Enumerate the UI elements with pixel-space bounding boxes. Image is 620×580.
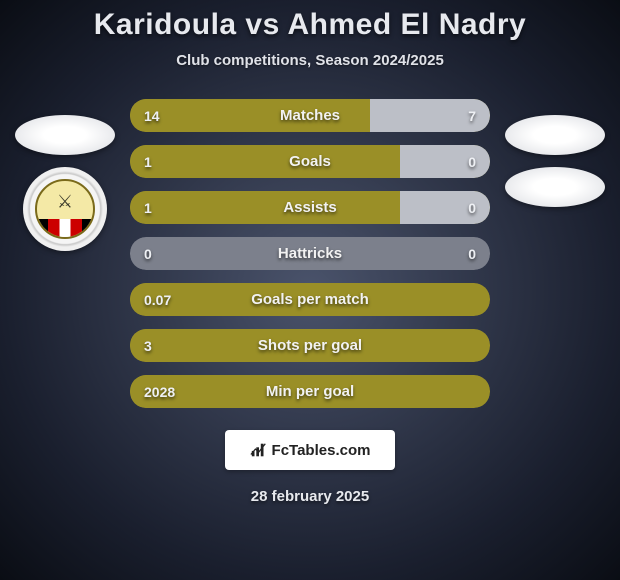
bar-segment-player2 [400, 145, 490, 178]
stat-bar: 2028Min per goal [130, 375, 490, 408]
player1-avatar-placeholder [15, 115, 115, 155]
stat-value-player1: 0.07 [144, 283, 171, 316]
bar-track [130, 237, 490, 270]
page-title: Karidoula vs Ahmed El Nadry [0, 8, 620, 42]
bar-segment-player1 [130, 99, 370, 132]
bar-chart-icon [250, 441, 268, 459]
player2-column [500, 115, 610, 207]
stat-value-player1: 0 [144, 237, 152, 270]
subtitle: Club competitions, Season 2024/2025 [0, 52, 620, 69]
stat-value-player1: 1 [144, 145, 152, 178]
stat-bar: 00Hattricks [130, 237, 490, 270]
player1-club-badge: ⚔ [23, 167, 107, 251]
bar-segment-player1 [130, 145, 400, 178]
player2-avatar-placeholder [505, 115, 605, 155]
stat-bars: 147Matches10Goals10Assists00Hattricks0.0… [130, 99, 490, 408]
bar-segment-player1 [130, 375, 454, 408]
stat-value-player1: 14 [144, 99, 160, 132]
stat-value-player1: 1 [144, 191, 152, 224]
bar-segment-player2 [400, 191, 490, 224]
bar-segment-player1 [130, 283, 454, 316]
stat-value-player2: 7 [468, 99, 476, 132]
stat-value-player2: 0 [468, 191, 476, 224]
player2-club-placeholder [505, 167, 605, 207]
stat-bar: 0.07Goals per match [130, 283, 490, 316]
bar-segment-player1 [130, 191, 400, 224]
brand-text: FcTables.com [272, 442, 371, 459]
stat-bar: 10Assists [130, 191, 490, 224]
club-badge-inner: ⚔ [35, 179, 95, 239]
bar-segment-player1 [130, 329, 454, 362]
stat-value-player1: 3 [144, 329, 152, 362]
stat-bar: 10Goals [130, 145, 490, 178]
club-badge-stripes [37, 219, 93, 237]
stat-value-player2: 0 [468, 237, 476, 270]
stat-value-player1: 2028 [144, 375, 175, 408]
stat-value-player2: 0 [468, 145, 476, 178]
stat-bar: 3Shots per goal [130, 329, 490, 362]
crossed-swords-icon: ⚔ [57, 192, 73, 213]
brand-box[interactable]: FcTables.com [225, 430, 395, 470]
comparison-card: Karidoula vs Ahmed El Nadry Club competi… [0, 0, 620, 580]
player1-column: ⚔ [10, 115, 120, 251]
stat-bar: 147Matches [130, 99, 490, 132]
date-label: 28 february 2025 [0, 488, 620, 505]
